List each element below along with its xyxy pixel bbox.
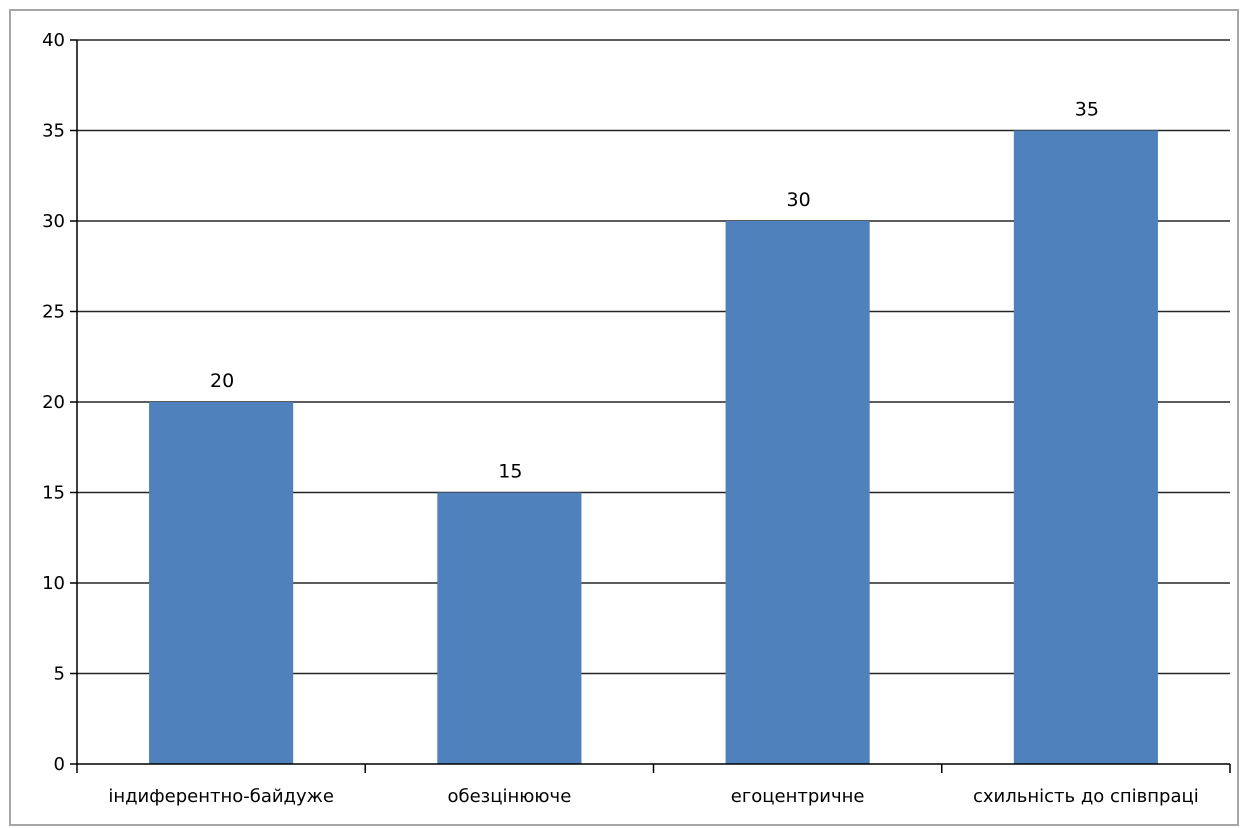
x-category-label: схильність до співпраці	[973, 786, 1199, 807]
labels: 0 5 10 15 20 25 30 35 40 20 15 30 35 індиферентно-бай…	[42, 30, 1199, 807]
data-label-3: 30	[787, 189, 811, 211]
y-tick-label: 40	[42, 30, 65, 51]
data-label-1: 20	[210, 370, 234, 392]
bar-3	[725, 221, 870, 764]
y-tick-label: 30	[42, 211, 65, 232]
bar-1	[149, 402, 294, 764]
bar-2	[437, 492, 582, 764]
x-category-label: егоцентричне	[731, 786, 865, 807]
y-tick-label: 10	[42, 573, 65, 594]
y-tick-label: 0	[54, 754, 65, 775]
x-category-label: обезцінююче	[447, 786, 571, 807]
y-tick-label: 25	[42, 302, 65, 323]
y-tick-label: 20	[42, 392, 65, 413]
bar-4	[1013, 130, 1158, 764]
y-tick-label: 15	[42, 483, 65, 504]
y-tick-label: 35	[42, 121, 65, 142]
data-label-2: 15	[498, 461, 522, 483]
x-category-label: індиферентно-байдуже	[108, 786, 334, 807]
bars	[149, 130, 1158, 764]
axes	[70, 39, 1231, 773]
chart-border	[9, 9, 1239, 826]
y-tick-label: 5	[54, 664, 65, 685]
data-label-4: 35	[1075, 99, 1099, 121]
